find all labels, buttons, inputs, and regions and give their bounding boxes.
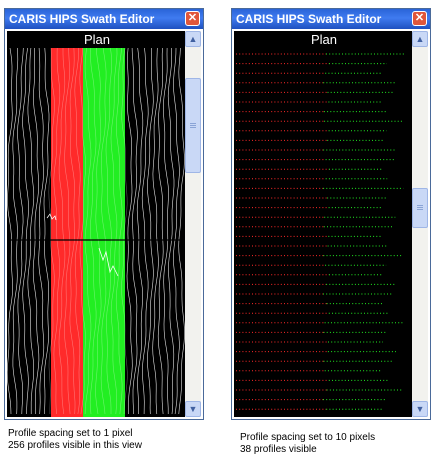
profile-contour-line bbox=[126, 48, 133, 415]
profile-contour-line bbox=[157, 48, 164, 415]
profile-contour-line bbox=[38, 48, 45, 415]
swath-editor-window-spaced: CARIS HIPS Swath Editor ✕ Plan ▲ ▼ bbox=[231, 8, 431, 420]
plan-view[interactable]: Plan bbox=[7, 31, 187, 417]
profile-contour-line bbox=[22, 48, 29, 415]
scroll-up-button[interactable]: ▲ bbox=[412, 31, 428, 47]
plan-view-label: Plan bbox=[234, 31, 414, 48]
noise-spike bbox=[46, 213, 57, 221]
plan-view-plot-dense[interactable] bbox=[7, 48, 187, 417]
vertical-scrollbar[interactable]: ▲ ▼ bbox=[412, 31, 428, 417]
plan-view-plot-spaced[interactable] bbox=[234, 48, 414, 417]
profile-contour-line bbox=[136, 48, 144, 415]
profile-contour-line bbox=[7, 48, 13, 415]
caption-line-1: Profile spacing set to 1 pixel bbox=[8, 428, 133, 439]
profile-contour-line bbox=[17, 48, 24, 415]
profile-contour-line bbox=[141, 48, 149, 415]
caption-spaced: Profile spacing set to 10 pixels 38 prof… bbox=[240, 432, 375, 456]
scroll-up-button[interactable]: ▲ bbox=[185, 31, 201, 47]
profile-contour-line bbox=[152, 48, 159, 415]
profile-contour-line bbox=[173, 48, 180, 415]
profile-contour-line bbox=[178, 48, 185, 415]
profile-contour-line bbox=[105, 48, 112, 414]
scroll-down-button[interactable]: ▼ bbox=[412, 401, 428, 417]
profile-contour-line bbox=[79, 48, 86, 415]
swath-editor-window-dense: CARIS HIPS Swath Editor ✕ Plan ▲ ▼ bbox=[4, 8, 204, 420]
profile-contour-line bbox=[131, 48, 138, 415]
caption-line-2: 256 profiles visible in this view bbox=[8, 440, 142, 451]
caption-line-2: 38 profiles visible bbox=[240, 444, 317, 455]
title-bar[interactable]: CARIS HIPS Swath Editor ✕ bbox=[5, 9, 203, 29]
profile-contour-line bbox=[162, 48, 169, 414]
window-title: CARIS HIPS Swath Editor bbox=[9, 12, 155, 26]
starboard-sounding-band bbox=[83, 48, 125, 417]
vertical-scrollbar[interactable]: ▲ ▼ bbox=[185, 31, 201, 417]
profile-contour-line bbox=[27, 48, 35, 414]
profile-contour-line bbox=[48, 48, 55, 414]
scroll-thumb[interactable] bbox=[185, 78, 201, 174]
plan-view[interactable]: Plan bbox=[234, 31, 414, 417]
profile-contour-line bbox=[147, 48, 154, 415]
profile-contour-line bbox=[100, 48, 107, 415]
profile-contour-line bbox=[32, 48, 40, 415]
caption-line-1: Profile spacing set to 10 pixels bbox=[240, 432, 376, 443]
title-bar[interactable]: CARIS HIPS Swath Editor ✕ bbox=[232, 9, 430, 29]
profile-contour-line bbox=[84, 48, 92, 415]
profile-contour-line bbox=[43, 48, 50, 415]
profile-contour-line bbox=[89, 48, 97, 415]
port-sounding-band bbox=[51, 48, 83, 417]
close-icon[interactable]: ✕ bbox=[185, 11, 200, 26]
profile-contour-line bbox=[53, 48, 61, 415]
plan-view-label: Plan bbox=[7, 31, 187, 48]
profile-contour-line bbox=[64, 48, 71, 415]
profile-contours bbox=[7, 48, 185, 415]
plot-background bbox=[234, 48, 414, 417]
profile-contour-line bbox=[115, 48, 123, 415]
profile-contour-line bbox=[74, 48, 81, 415]
profile-contour-line bbox=[95, 48, 102, 415]
caption-dense: Profile spacing set to 1 pixel 256 profi… bbox=[8, 428, 142, 452]
profile-contour-line bbox=[121, 48, 128, 415]
profile-contour-line bbox=[69, 48, 76, 415]
close-icon[interactable]: ✕ bbox=[412, 11, 427, 26]
noise-spike bbox=[98, 247, 119, 277]
profile-contour-line bbox=[12, 48, 19, 415]
profile-contour-line bbox=[58, 48, 66, 415]
profile-contour-line bbox=[110, 48, 118, 415]
window-title: CARIS HIPS Swath Editor bbox=[236, 12, 382, 26]
profile-contour-line bbox=[167, 48, 175, 415]
scroll-thumb[interactable] bbox=[412, 188, 428, 229]
scroll-down-button[interactable]: ▼ bbox=[185, 401, 201, 417]
